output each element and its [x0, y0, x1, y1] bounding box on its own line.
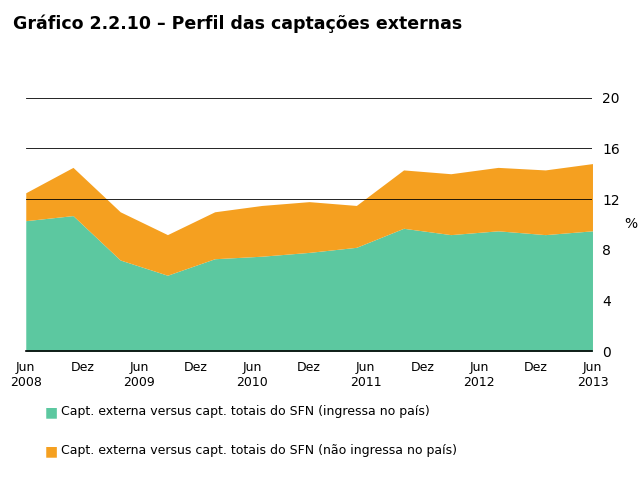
Y-axis label: %: %	[625, 218, 638, 231]
Text: Capt. externa versus capt. totais do SFN (não ingressa no país): Capt. externa versus capt. totais do SFN…	[61, 444, 457, 457]
Text: ■: ■	[45, 444, 58, 458]
Text: Gráfico 2.2.10 – Perfil das captações externas: Gráfico 2.2.10 – Perfil das captações ex…	[13, 15, 462, 33]
Text: ■: ■	[45, 405, 58, 419]
Text: Capt. externa versus capt. totais do SFN (ingressa no país): Capt. externa versus capt. totais do SFN…	[61, 405, 430, 418]
